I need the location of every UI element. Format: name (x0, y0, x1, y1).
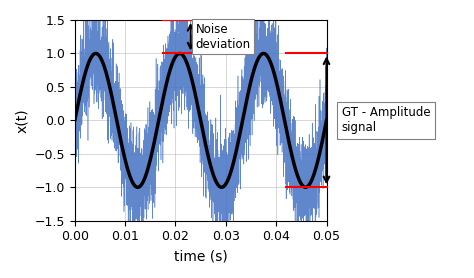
X-axis label: time (s): time (s) (174, 249, 228, 263)
Text: GT - Amplitude
signal: GT - Amplitude signal (342, 106, 430, 134)
Text: Noise
deviation: Noise deviation (196, 23, 251, 51)
Y-axis label: x(t): x(t) (15, 108, 29, 133)
